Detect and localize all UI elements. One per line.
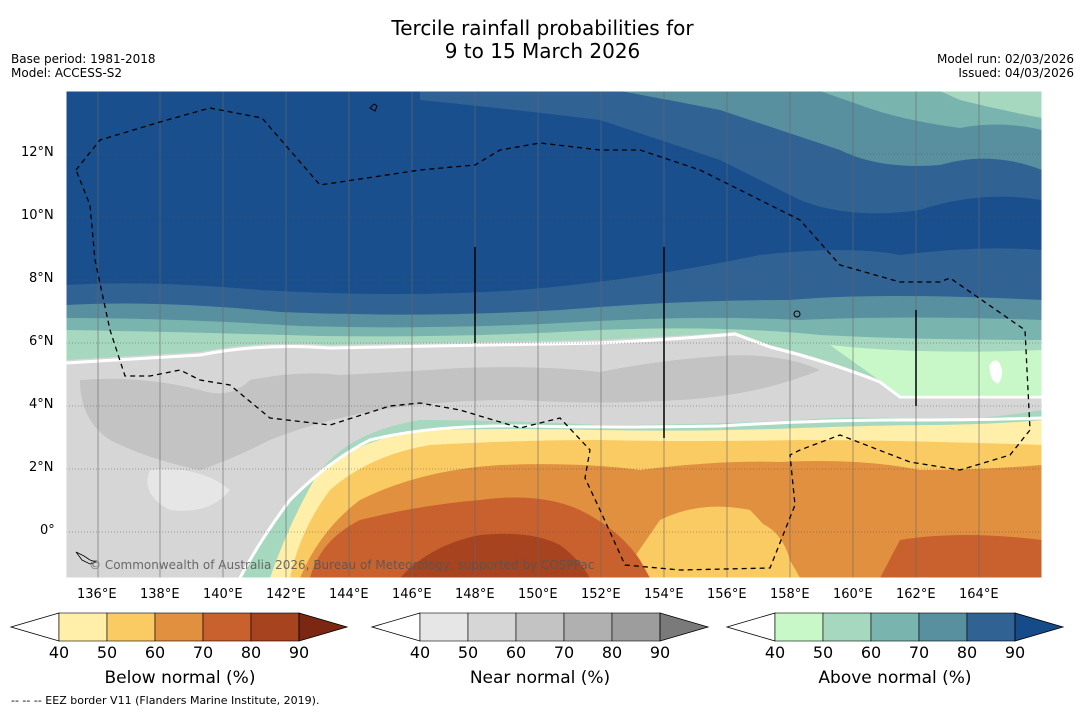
lat-label: 2°N: [29, 460, 54, 475]
colorbar-above: [725, 612, 1065, 642]
colorbar-segment: [58, 612, 108, 642]
lon-label: 144°E: [329, 587, 369, 602]
map-title-line2: 9 to 15 March 2026: [444, 39, 641, 63]
map-title-line1: Tercile rainfall probabilities for: [391, 16, 694, 40]
colorbar-segment: [822, 612, 872, 642]
lon-label: 138°E: [140, 587, 180, 602]
below-70b-zone: [880, 535, 1042, 578]
legend-above-label: Above normal (%): [818, 668, 972, 688]
lat-label: 12°N: [21, 145, 54, 160]
lon-label: 140°E: [203, 587, 243, 602]
colorbar-tick-label: 70: [908, 643, 930, 662]
colorbar-segment: [966, 612, 1016, 642]
legend-near-label: Near normal (%): [469, 668, 611, 688]
colorbar-tick-label: 90: [288, 643, 310, 662]
island-white: [989, 360, 1003, 384]
colorbar-extend-max: [1014, 612, 1065, 642]
lon-label: 148°E: [455, 587, 495, 602]
map-field: [66, 91, 1042, 578]
eez-footnote: -- -- -- EEZ border V11 (Flanders Marine…: [11, 694, 320, 707]
above-50-zone: [940, 91, 1042, 118]
colorbar-segment: [515, 612, 565, 642]
colorbar-segment: [774, 612, 824, 642]
lat-label: 0°: [40, 523, 55, 538]
lat-label: 10°N: [21, 208, 54, 223]
lon-label: 150°E: [518, 587, 558, 602]
lon-label: 142°E: [266, 587, 306, 602]
lon-label: 164°E: [959, 587, 999, 602]
colorbar-tick-label: 50: [457, 643, 479, 662]
map-frame: [65, 90, 1043, 579]
colorbar-below: [9, 612, 349, 642]
eez-solid-lines: [474, 247, 917, 438]
colorbar-tick-label: 50: [812, 643, 834, 662]
colorbar-segment: [918, 612, 968, 642]
colorbar-extend-min: [9, 612, 60, 642]
lon-label: 154°E: [644, 587, 684, 602]
colorbar-segment: [611, 612, 661, 642]
colorbar-tick-label: 60: [860, 643, 882, 662]
lat-label: 4°N: [29, 397, 54, 412]
island-marker: [793, 310, 801, 318]
base-period: Base period: 1981-2018: [11, 52, 156, 66]
legend-below-label: Below normal (%): [104, 668, 256, 688]
colorbar-segment: [870, 612, 920, 642]
colorbar-segment: [467, 612, 517, 642]
colorbar-segment: [419, 612, 469, 642]
above-40-band: [830, 345, 1042, 400]
issued-date: Issued: 04/03/2026: [958, 66, 1074, 80]
lon-label: 136°E: [77, 587, 117, 602]
colorbar-tick-label: 60: [144, 643, 166, 662]
graticule: [66, 153, 1042, 533]
colorbar-extend-max: [298, 612, 349, 642]
lon-label: 156°E: [707, 587, 747, 602]
lon-label: 162°E: [896, 587, 936, 602]
colorbar-segment: [250, 612, 300, 642]
colorbar-extend-min: [725, 612, 776, 642]
colorbar-tick-label: 60: [505, 643, 527, 662]
colorbar-near: [370, 612, 710, 642]
colorbar-extend-min: [370, 612, 421, 642]
copyright-credit: © Commonwealth of Australia 2026, Bureau…: [89, 558, 595, 572]
lon-label: 146°E: [392, 587, 432, 602]
colorbar-tick-label: 90: [649, 643, 671, 662]
model-run: Model run: 02/03/2026: [936, 52, 1074, 66]
lon-label: 152°E: [581, 587, 621, 602]
island-marker: [369, 103, 378, 112]
colorbar-tick-label: 70: [553, 643, 575, 662]
colorbar-segment: [202, 612, 252, 642]
colorbar-tick-label: 40: [764, 643, 786, 662]
near-60-zone: [80, 355, 820, 470]
near-40-zone: [147, 469, 230, 511]
colorbar-tick-label: 70: [192, 643, 214, 662]
tercile-boundary-north: [66, 332, 1042, 399]
lat-label: 8°N: [29, 271, 54, 286]
tercile-boundary-south: [238, 416, 1042, 578]
eez-border-dashed: [75, 107, 1031, 571]
colorbar-segment: [106, 612, 156, 642]
lat-label: 6°N: [29, 334, 54, 349]
colorbar-tick-label: 80: [956, 643, 978, 662]
island-marker: [75, 551, 98, 565]
colorbar-tick-label: 40: [409, 643, 431, 662]
colorbar-tick-label: 90: [1004, 643, 1026, 662]
colorbar-tick-label: 80: [601, 643, 623, 662]
colorbar-extend-max: [659, 612, 710, 642]
below-50b-zone: [748, 520, 790, 578]
lon-label: 160°E: [833, 587, 873, 602]
model-name: Model: ACCESS-S2: [11, 66, 123, 80]
colorbar-tick-label: 80: [240, 643, 262, 662]
colorbar-tick-label: 40: [48, 643, 70, 662]
lon-label: 158°E: [770, 587, 810, 602]
colorbar-segment: [154, 612, 204, 642]
legend-colorbars: [9, 612, 1065, 642]
below-80-zone: [400, 533, 590, 578]
colorbar-tick-label: 50: [96, 643, 118, 662]
colorbar-segment: [563, 612, 613, 642]
